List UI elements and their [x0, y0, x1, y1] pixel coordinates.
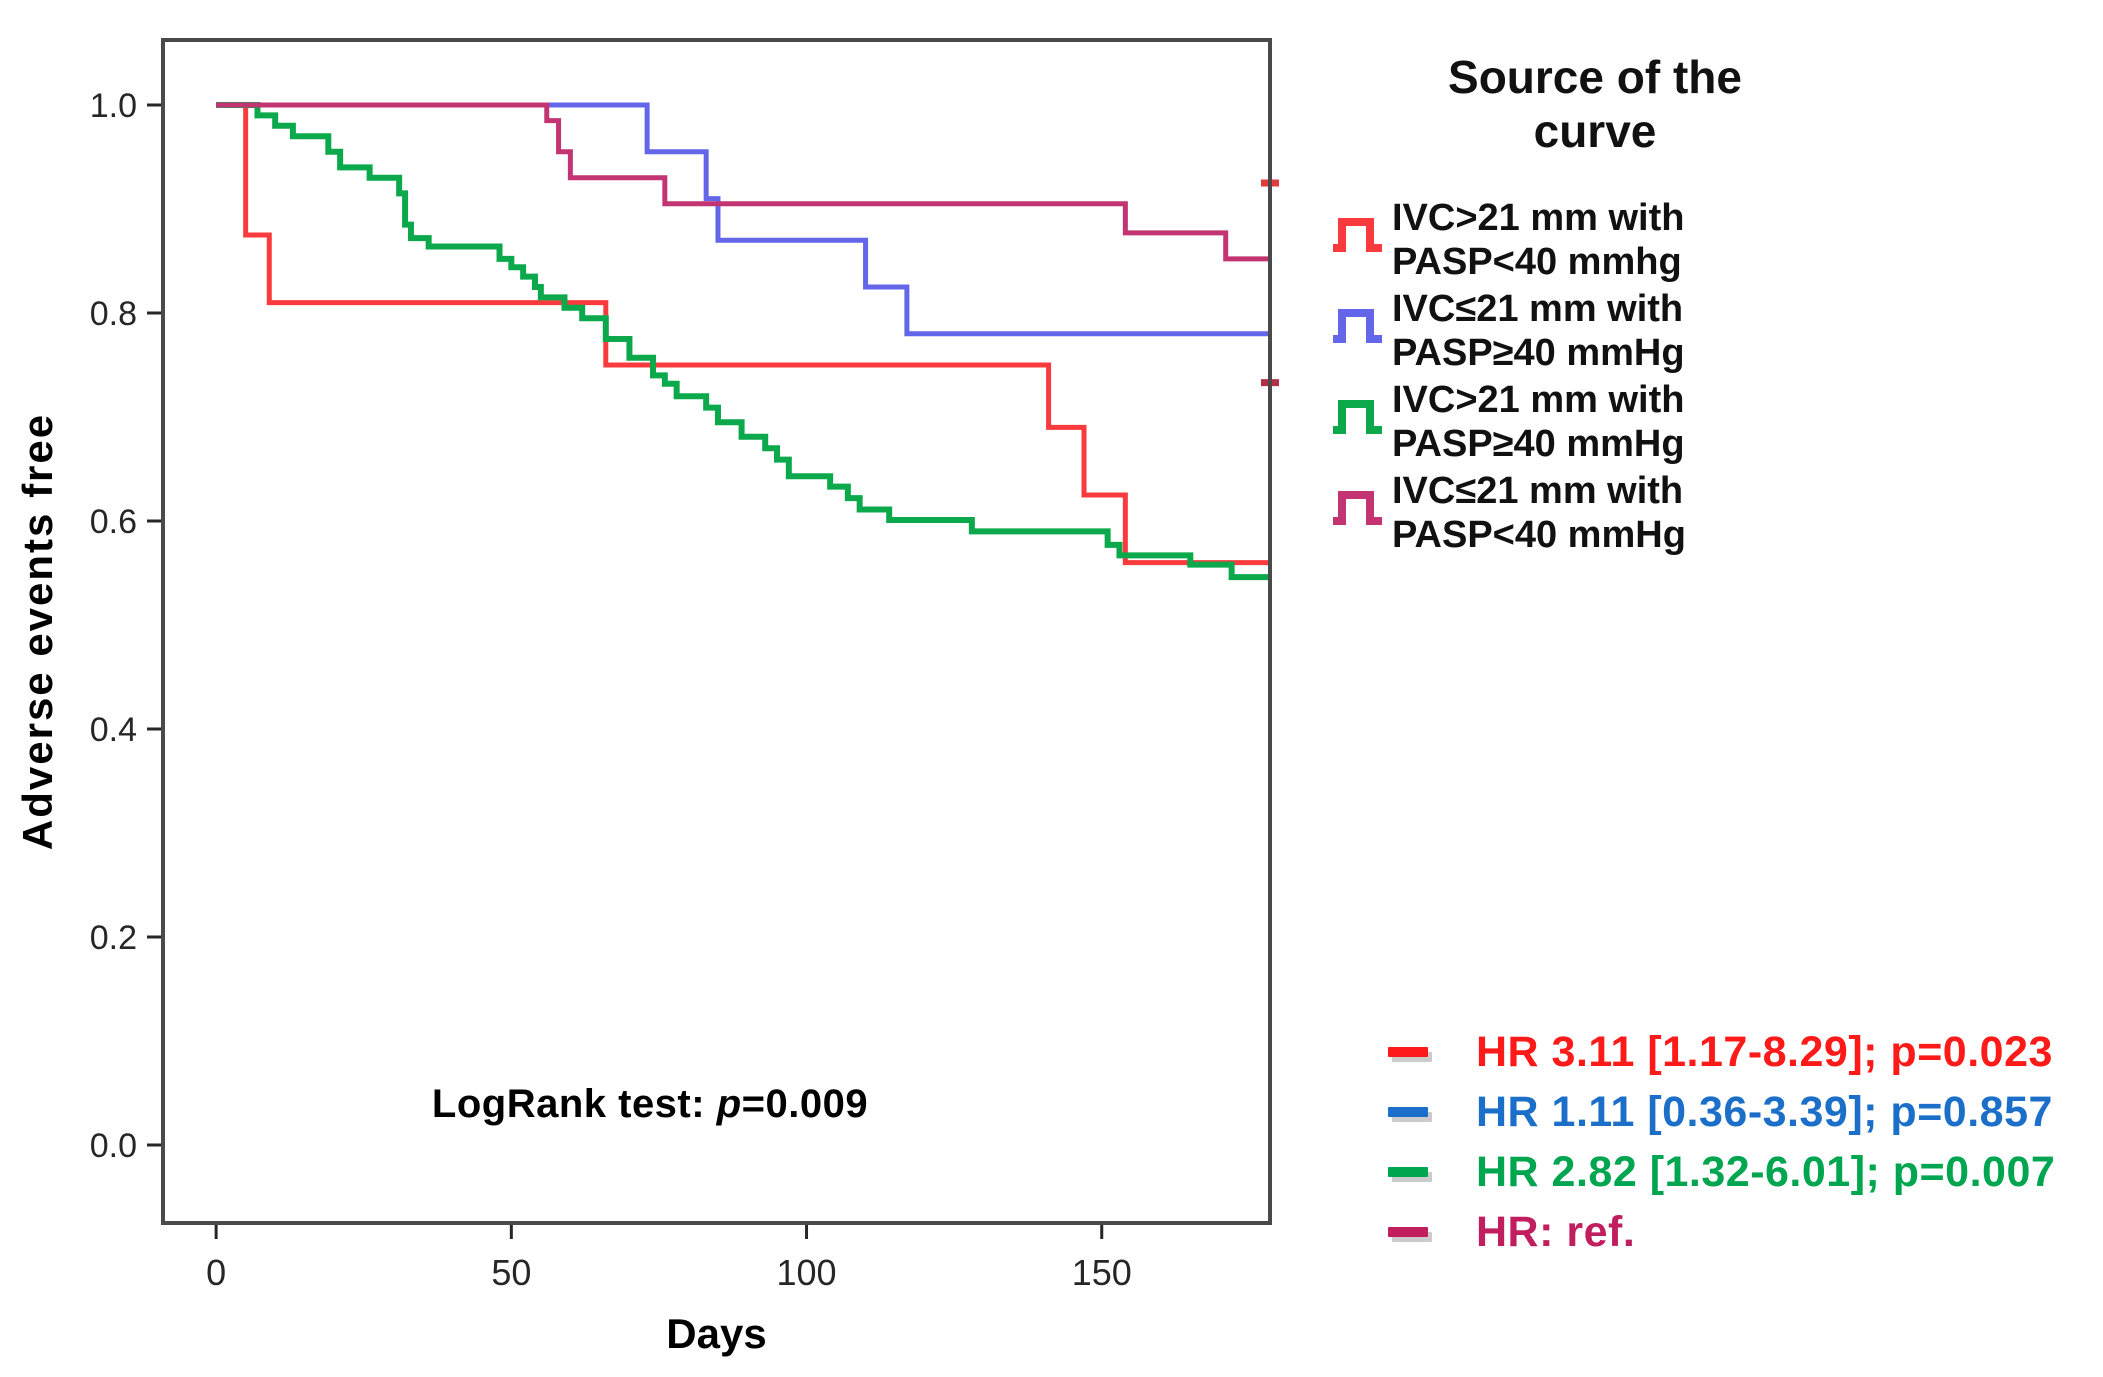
km-curve-green — [216, 102, 1270, 581]
hr-text-red: HR 3.11 [1.17-8.29]; p=0.023 — [1476, 1027, 2053, 1076]
y-axis-label: Adverse events free — [14, 413, 61, 850]
legend-label-blue-line1: IVC≤21 mm with — [1392, 288, 1684, 330]
legend-label-magenta-line1: IVC≤21 mm with — [1392, 470, 1684, 512]
legend-step-glyph-blue — [1333, 309, 1382, 343]
legend-label-magenta-line2: PASP<40 mmHg — [1392, 514, 1686, 556]
legend-item-green: IVC>21 mm with PASP≥40 mmHg — [1330, 378, 2103, 469]
hr-dash-icon-green — [1388, 1167, 1428, 1177]
km-curve-magenta — [216, 102, 1270, 262]
logrank-p: p — [716, 1082, 742, 1126]
y-tick-label-0.8: 0.8 — [90, 295, 137, 333]
legend-label-red-line2: PASP<40 mmhg — [1392, 241, 1682, 283]
legend-title-line1: Source of the — [1448, 51, 1742, 103]
legend-item-blue: IVC≤21 mm with PASP≥40 mmHg — [1330, 287, 2103, 378]
hr-dash-icon-red — [1388, 1047, 1428, 1057]
legend-label-green: IVC>21 mm with PASP≥40 mmHg — [1392, 378, 1685, 466]
legend-items: IVC>21 mm with PASP<40 mmhg IVC≤21 mm with… — [1330, 196, 2103, 560]
y-tick-label-0.2: 0.2 — [90, 919, 137, 957]
legend-step-glyph-magenta — [1333, 491, 1382, 525]
hr-text-blue: HR 1.11 [0.36-3.39]; p=0.857 — [1476, 1087, 2053, 1136]
y-tick-label-0.4: 0.4 — [90, 711, 137, 749]
km-curve-red — [216, 102, 1270, 566]
km-curve-blue — [216, 102, 1270, 337]
plot-frame — [161, 38, 1272, 1225]
x-tick-label-150: 150 — [1072, 1252, 1132, 1293]
hr-row-blue: HR 1.11 [0.36-3.39]; p=0.857 — [1388, 1082, 2055, 1142]
hr-row-magenta: HR: ref. — [1388, 1202, 2055, 1262]
hr-row-green: HR 2.82 [1.32-6.01]; p=0.007 — [1388, 1142, 2055, 1202]
legend-label-magenta: IVC≤21 mm with PASP<40 mmHg — [1392, 469, 1686, 557]
hr-text-green: HR 2.82 [1.32-6.01]; p=0.007 — [1476, 1147, 2056, 1196]
legend-label-green-line2: PASP≥40 mmHg — [1392, 423, 1685, 465]
y-tick-label-0.0: 0.0 — [90, 1127, 137, 1165]
legend-label-red: IVC>21 mm with PASP<40 mmhg — [1392, 196, 1684, 284]
legend-label-green-line1: IVC>21 mm with — [1392, 379, 1685, 421]
legend-step-icon-green — [1333, 400, 1382, 434]
hr-dash-icon-magenta — [1388, 1227, 1428, 1237]
legend-step-icon-magenta — [1333, 491, 1382, 525]
y-tick-label-0.6: 0.6 — [90, 503, 137, 541]
legend-step-icon-blue — [1333, 309, 1382, 343]
hr-row-red: HR 3.11 [1.17-8.29]; p=0.023 — [1388, 1022, 2055, 1082]
legend-label-blue-line2: PASP≥40 mmHg — [1392, 332, 1685, 374]
x-tick-label-100: 100 — [776, 1252, 836, 1293]
legend-label-red-line1: IVC>21 mm with — [1392, 197, 1685, 239]
legend-item-red: IVC>21 mm with PASP<40 mmhg — [1330, 196, 2103, 287]
hr-annotations: HR 3.11 [1.17-8.29]; p=0.023 HR 1.11 [0.3… — [1388, 1022, 2055, 1262]
legend-step-glyph-green — [1333, 400, 1382, 434]
legend: Source of the curve IVC>21 mm with PASP<4… — [1330, 50, 2103, 560]
legend-item-magenta: IVC≤21 mm with PASP<40 mmHg — [1330, 469, 2103, 560]
x-axis-label: Days — [666, 1310, 766, 1357]
legend-label-blue: IVC≤21 mm with PASP≥40 mmHg — [1392, 287, 1685, 375]
legend-step-glyph-red — [1333, 218, 1382, 252]
logrank-prefix: LogRank test: — [431, 1082, 717, 1126]
legend-step-icon-red — [1333, 218, 1382, 252]
y-tick-label-1.0: 1.0 — [90, 87, 137, 125]
hr-dash-icon-blue — [1388, 1107, 1428, 1117]
legend-title: Source of the curve — [1400, 50, 1790, 158]
x-tick-label-50: 50 — [491, 1252, 531, 1293]
logrank-annotation: LogRank test: p=0.009 — [350, 1082, 950, 1127]
logrank-suffix: =0.009 — [741, 1082, 869, 1126]
x-tick-label-0: 0 — [206, 1252, 226, 1293]
hr-text-magenta: HR: ref. — [1476, 1207, 1636, 1256]
legend-title-line2: curve — [1533, 105, 1657, 157]
